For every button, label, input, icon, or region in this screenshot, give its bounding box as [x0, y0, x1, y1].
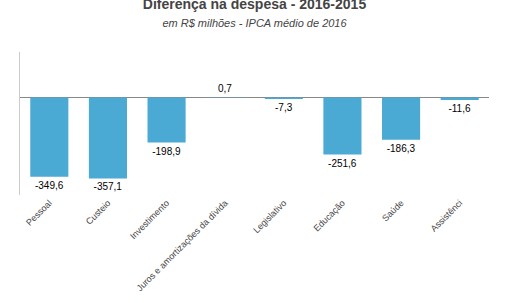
svg-text:-186,3: -186,3	[387, 143, 416, 154]
svg-text:Assistênci: Assistênci	[429, 198, 465, 234]
svg-text:Custeio: Custeio	[84, 198, 113, 227]
svg-text:0,7: 0,7	[218, 83, 232, 94]
svg-text:-7,3: -7,3	[275, 102, 293, 113]
svg-text:Investimento: Investimento	[128, 198, 171, 241]
svg-text:Saúde: Saúde	[380, 198, 405, 223]
svg-text:Juros e amortizações da dívida: Juros e amortizações da dívida	[135, 198, 230, 293]
svg-text:Legislativo: Legislativo	[251, 198, 288, 235]
svg-text:-198,9: -198,9	[152, 146, 181, 157]
svg-text:-11,6: -11,6	[448, 103, 470, 114]
svg-text:-357,1: -357,1	[94, 181, 123, 192]
svg-text:Pessoal: Pessoal	[24, 198, 54, 228]
svg-text:-349,6: -349,6	[35, 180, 64, 191]
svg-text:-251,6: -251,6	[328, 158, 357, 169]
svg-text:Educação: Educação	[312, 198, 347, 233]
svg-text:Diferença na despesa - 2016-20: Diferença na despesa - 2016-2015em R$ mi…	[143, 0, 367, 29]
